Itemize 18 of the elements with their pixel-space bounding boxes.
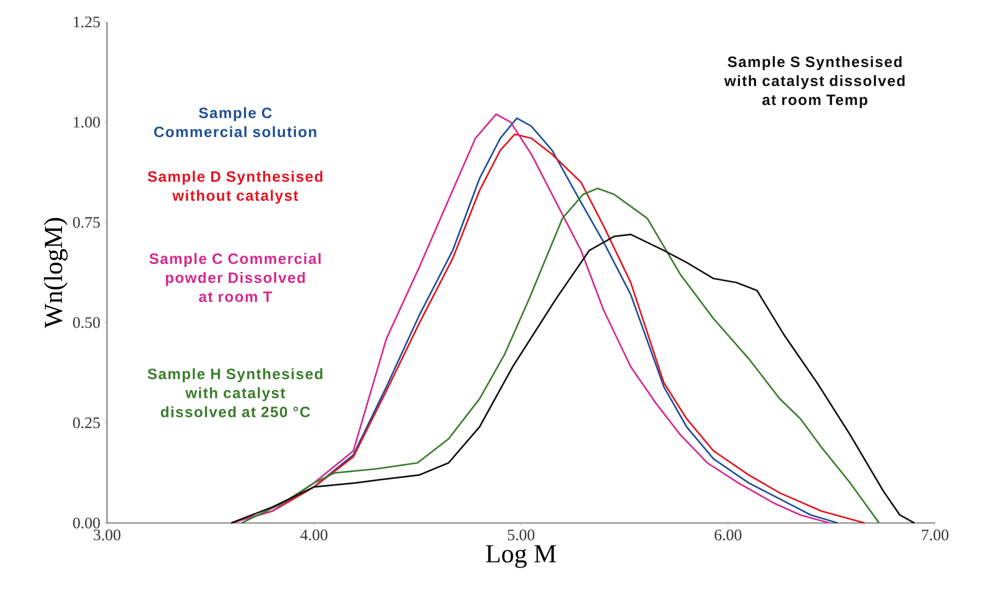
y-tick-label: 1.25 xyxy=(74,16,100,28)
y-axis-title: Wn(logM) xyxy=(44,218,68,328)
y-tick-label: 0.25 xyxy=(73,417,100,428)
text: Sample S Synthesised with catalyst dissolved at room Temp xyxy=(724,56,905,108)
text: Sample C Commercial solution xyxy=(154,107,316,138)
x-tick-label: 6.00 xyxy=(714,530,742,540)
y-tick-label: 0.75 xyxy=(73,216,100,228)
x-axis-title: Log M xyxy=(486,545,556,568)
y-tick-label: 0.00 xyxy=(73,518,100,528)
x-tick-label: 3.00 xyxy=(94,530,120,540)
x-tick-label: 4.00 xyxy=(300,530,328,540)
x-tick-label: 5.00 xyxy=(508,530,534,540)
text: Sample D Synthesised without catalyst xyxy=(148,170,322,204)
text: Sample H Synthesised with catalyst dissolved at 250 °C xyxy=(148,368,322,418)
text: Sample C Commercial powder Dissolved at room T xyxy=(149,253,321,302)
x-tick-label: 7.00 xyxy=(922,530,948,540)
y-tick-label: 1.00 xyxy=(74,116,100,128)
y-tick-label: 0.50 xyxy=(73,317,100,328)
